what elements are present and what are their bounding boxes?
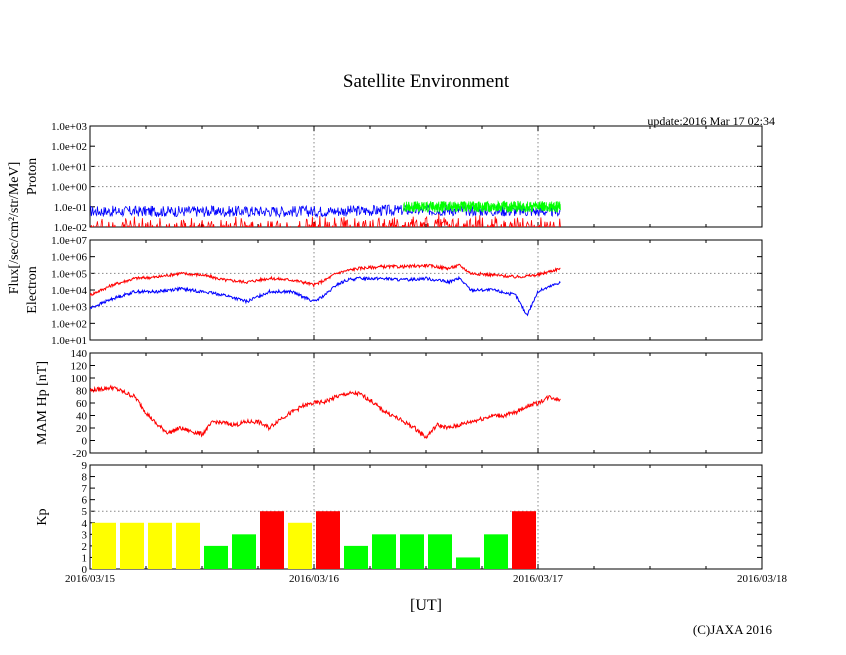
- series-line-electron-1: [90, 275, 561, 317]
- kp-bar: [92, 522, 116, 569]
- panel-label-proton: Proton: [25, 158, 40, 195]
- flux-axis-label: Flux[/sec/cm²/str/MeV]: [7, 162, 22, 295]
- y-tick-label: 1: [82, 552, 88, 564]
- y-tick-label: 0: [82, 564, 88, 576]
- x-tick-label: 2016/03/16: [289, 573, 340, 585]
- y-tick-label: 1.0e+01: [51, 335, 87, 347]
- y-tick-label: 20: [76, 423, 88, 435]
- y-tick-label: 8: [82, 472, 88, 484]
- kp-bar: [176, 522, 200, 569]
- kp-bar: [120, 522, 144, 569]
- y-tick-label: 1.0e-01: [54, 202, 87, 214]
- y-tick-label: 6: [82, 495, 88, 507]
- y-tick-label: 1.0e+03: [51, 121, 87, 133]
- kp-bar: [372, 534, 396, 569]
- y-tick-label: 1.0e+00: [51, 182, 87, 194]
- y-tick-label: 1.0e+05: [51, 268, 87, 280]
- y-tick-label: 5: [82, 506, 88, 518]
- y-tick-label: 1.0e+02: [51, 141, 87, 153]
- chart-title: Satellite Environment: [343, 71, 510, 92]
- kp-bar: [428, 534, 452, 569]
- x-tick-label: 2016/03/15: [65, 573, 116, 585]
- kp-bar: [484, 534, 508, 569]
- y-tick-label: -20: [72, 448, 87, 460]
- kp-bar: [232, 534, 256, 569]
- y-tick-label: 7: [82, 483, 88, 495]
- series-line-proton-0: [90, 203, 561, 219]
- update-timestamp: update:2016 Mar 17 02:34: [647, 114, 775, 128]
- y-tick-label: 1.0e-02: [54, 222, 87, 234]
- panel-label-kp: Kp: [35, 508, 50, 525]
- y-tick-label: 100: [71, 373, 88, 385]
- panel-label-mam_hp: MAM Hp [nT]: [35, 361, 50, 445]
- kp-bar: [400, 534, 424, 569]
- kp-bar: [316, 511, 340, 569]
- panel-label-electron: Electron: [25, 266, 40, 313]
- series-line-mam_hp-0: [90, 384, 561, 440]
- y-tick-label: 4: [82, 518, 88, 530]
- y-tick-label: 120: [71, 361, 88, 373]
- y-tick-label: 3: [82, 529, 88, 541]
- panels: 1.0e-02 1.0e-01 1.0e+00 1.0e+01 1.0e+02 1.0e+…: [25, 121, 788, 585]
- kp-bar: [148, 522, 172, 569]
- x-axis-label: [UT]: [410, 597, 442, 614]
- series-line-electron-0: [90, 262, 561, 297]
- y-tick-label: 40: [76, 411, 88, 423]
- copyright: (C)JAXA 2016: [693, 622, 773, 637]
- y-tick-label: 80: [76, 386, 88, 398]
- kp-bar: [344, 545, 368, 569]
- y-tick-label: 1.0e+03: [51, 302, 87, 314]
- y-tick-label: 2: [82, 541, 88, 553]
- kp-bar: [456, 557, 480, 569]
- panel-frame-mam_hp: [89, 352, 763, 454]
- kp-bar: [288, 522, 312, 569]
- x-tick-label: 2016/03/18: [737, 573, 788, 585]
- kp-bar: [260, 511, 284, 569]
- y-tick-label: 60: [76, 398, 88, 410]
- series-line-proton-2: [90, 213, 561, 227]
- y-tick-label: 1.0e+04: [51, 285, 87, 297]
- y-tick-label: 140: [71, 348, 88, 360]
- y-tick-label: 0: [82, 436, 88, 448]
- y-tick-label: 9: [82, 460, 88, 472]
- y-tick-label: 1.0e+06: [51, 252, 87, 264]
- y-tick-label: 1.0e+02: [51, 318, 87, 330]
- x-tick-label: 2016/03/17: [513, 573, 564, 585]
- y-tick-label: 1.0e+07: [51, 235, 87, 247]
- kp-bar: [512, 511, 536, 569]
- kp-bar: [204, 545, 228, 569]
- y-tick-label: 1.0e+01: [51, 161, 87, 173]
- series-line-proton-1: [403, 200, 561, 214]
